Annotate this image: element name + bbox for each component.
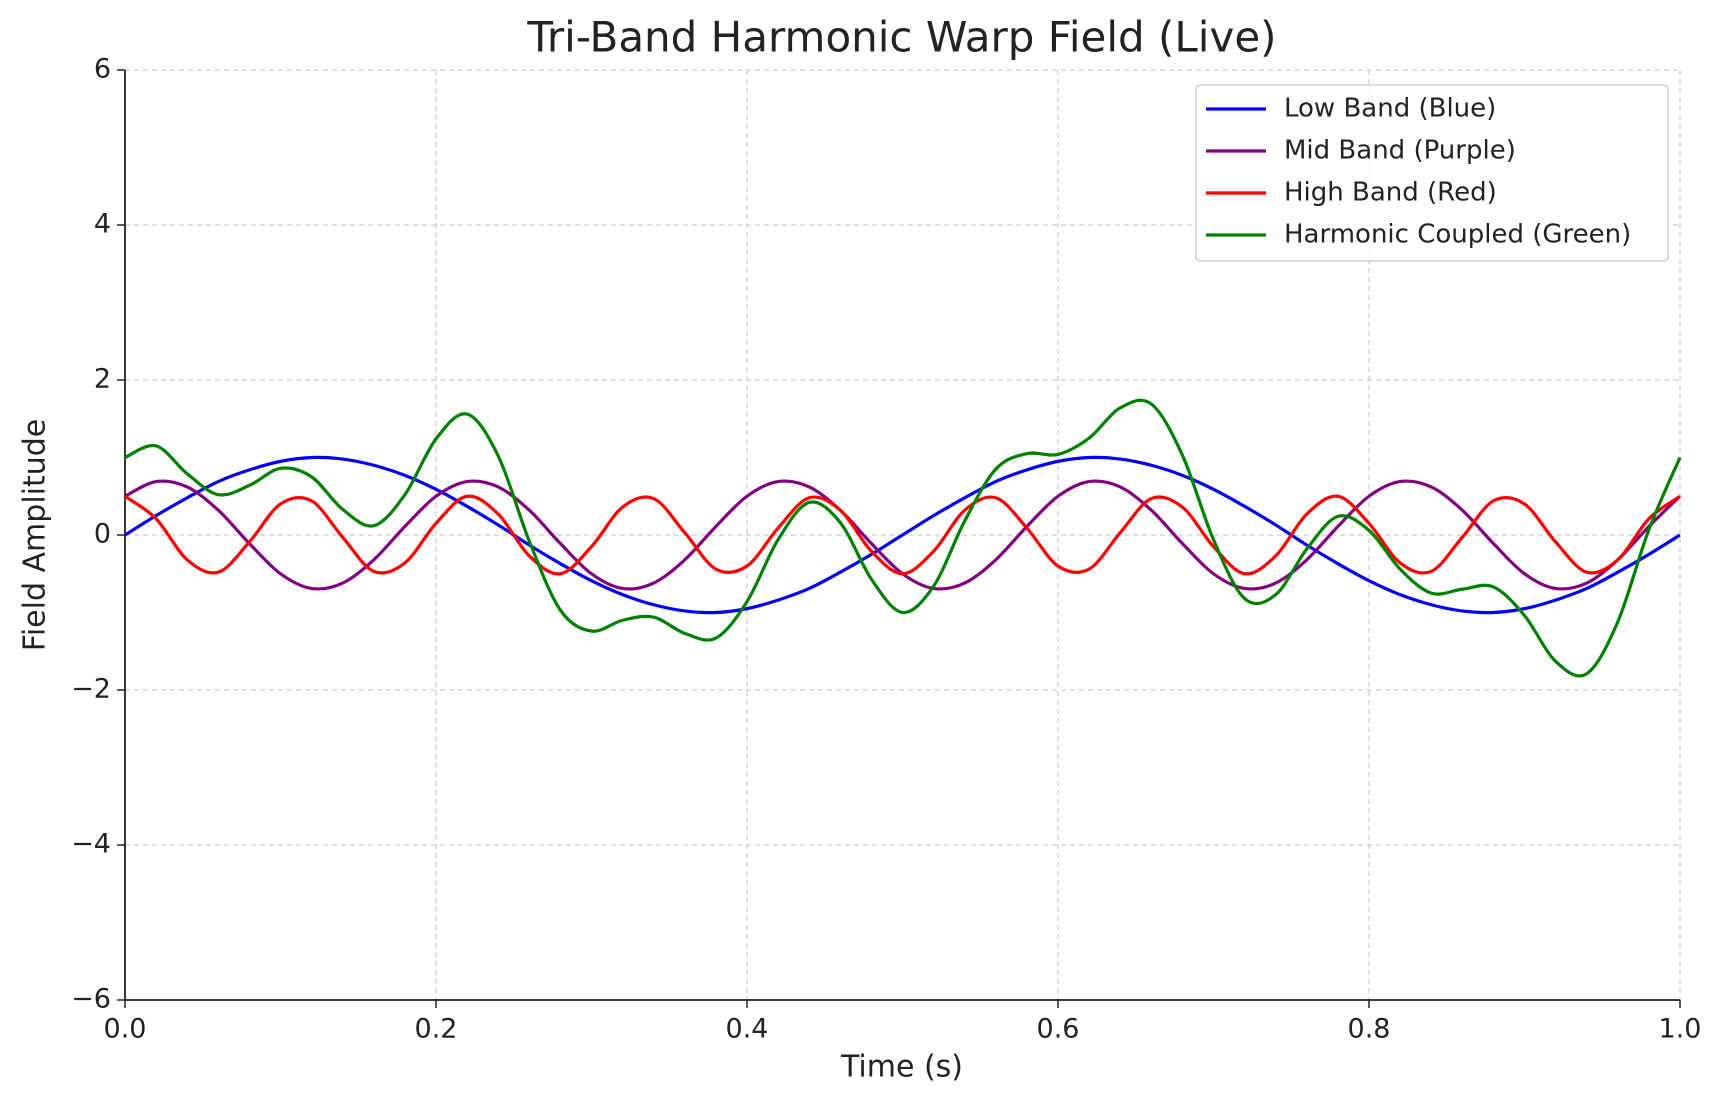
chart-title: Tri-Band Harmonic Warp Field (Live): [526, 13, 1276, 62]
legend-label: High Band (Red): [1284, 178, 1497, 208]
x-tick-label: 0.4: [726, 1014, 769, 1045]
y-tick-label: −4: [71, 829, 111, 860]
legend-label: Harmonic Coupled (Green): [1284, 220, 1631, 250]
x-axis-label: Time (s): [840, 1050, 963, 1085]
y-tick-label: 2: [94, 364, 111, 395]
legend-box: [1195, 84, 1669, 262]
x-tick-label: 1.0: [1659, 1014, 1702, 1045]
x-tick-label: 0.6: [1037, 1014, 1080, 1045]
y-tick-label: −6: [71, 984, 111, 1015]
y-axis-label: Field Amplitude: [18, 419, 53, 652]
y-tick-label: −2: [71, 674, 111, 705]
line-series: [124, 455, 1681, 615]
line-series: [124, 494, 1681, 576]
legend-label: Low Band (Blue): [1284, 94, 1496, 124]
y-tick-label: 0: [94, 519, 111, 550]
line-series: [124, 398, 1682, 678]
x-tick-label: 0.2: [415, 1014, 458, 1045]
x-tick-label: 0.0: [104, 1014, 147, 1045]
y-tick-label: 6: [94, 54, 111, 85]
legend-label: Mid Band (Purple): [1284, 136, 1516, 166]
y-tick-label: 4: [94, 209, 111, 240]
x-tick-label: 0.8: [1348, 1014, 1391, 1045]
